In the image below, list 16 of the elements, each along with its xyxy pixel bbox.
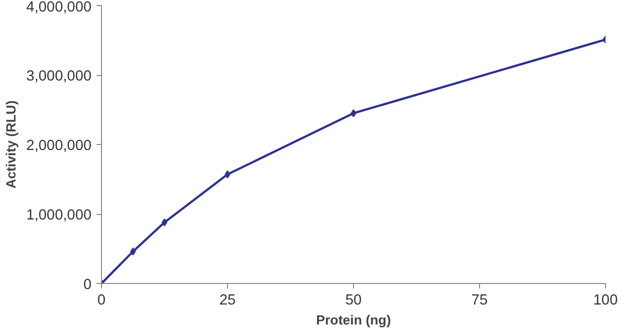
y-tick-label: 3,000,000: [26, 68, 92, 84]
y-axis-title: Activity (RLU): [3, 100, 18, 189]
point: [130, 248, 136, 256]
x-tick-label: 50: [345, 292, 362, 308]
y-tick-label: 0: [83, 277, 92, 293]
x-tick-label: 100: [593, 292, 618, 308]
x-axis-title: Protein (ng): [316, 312, 391, 328]
y-tick-label: 2,000,000: [26, 138, 92, 154]
x-tick-label: 0: [97, 292, 106, 308]
point: [350, 109, 356, 118]
y-tick-label: 4,000,000: [26, 0, 92, 16]
x-tick-label: 25: [219, 292, 236, 308]
point: [162, 218, 168, 226]
y-tick-label: 1,000,000: [26, 208, 92, 224]
point: [224, 170, 230, 178]
x-tick-label: 75: [471, 292, 488, 308]
